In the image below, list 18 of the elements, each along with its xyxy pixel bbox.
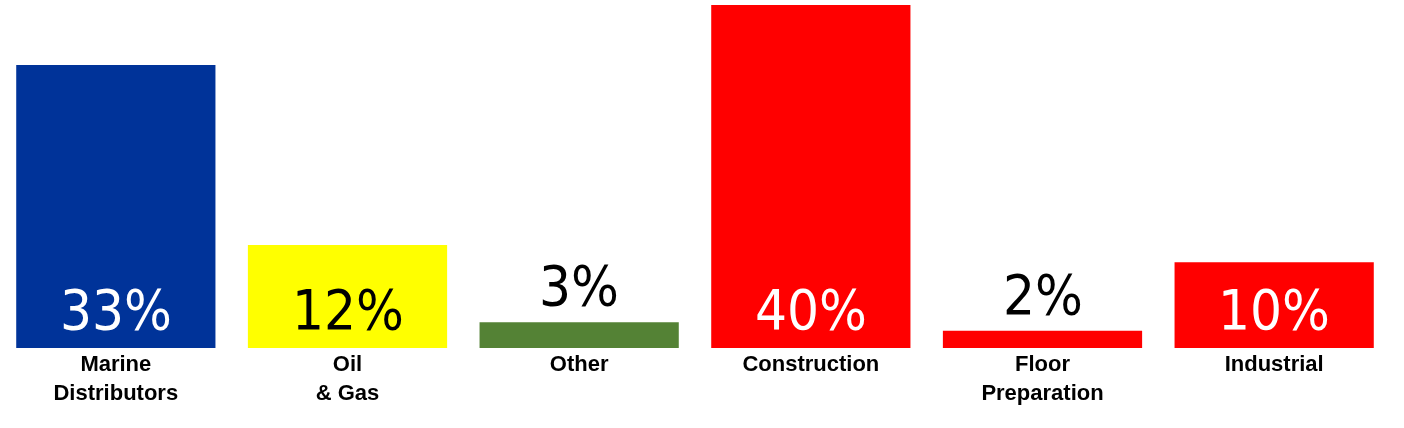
x-tick-label: Construction xyxy=(742,351,880,376)
x-tick-label: Other xyxy=(549,351,609,376)
data-label: 3% xyxy=(539,253,619,318)
x-tick-label: Oil & Gas xyxy=(315,351,380,405)
x-tick-label: Industrial xyxy=(1224,351,1324,376)
data-label: 33% xyxy=(60,277,172,342)
bar xyxy=(942,330,1143,348)
bar xyxy=(479,322,679,348)
data-label: 40% xyxy=(755,277,867,342)
data-label: 2% xyxy=(1003,262,1083,327)
bar xyxy=(1174,262,1374,348)
x-tick-label: Floor Preparation xyxy=(981,351,1104,405)
bar xyxy=(16,65,216,348)
data-label: 12% xyxy=(292,277,404,342)
bar xyxy=(247,245,448,348)
data-label: 10% xyxy=(1218,277,1330,342)
bar xyxy=(711,5,911,348)
x-tick-label: Marine Distributors xyxy=(53,351,179,405)
